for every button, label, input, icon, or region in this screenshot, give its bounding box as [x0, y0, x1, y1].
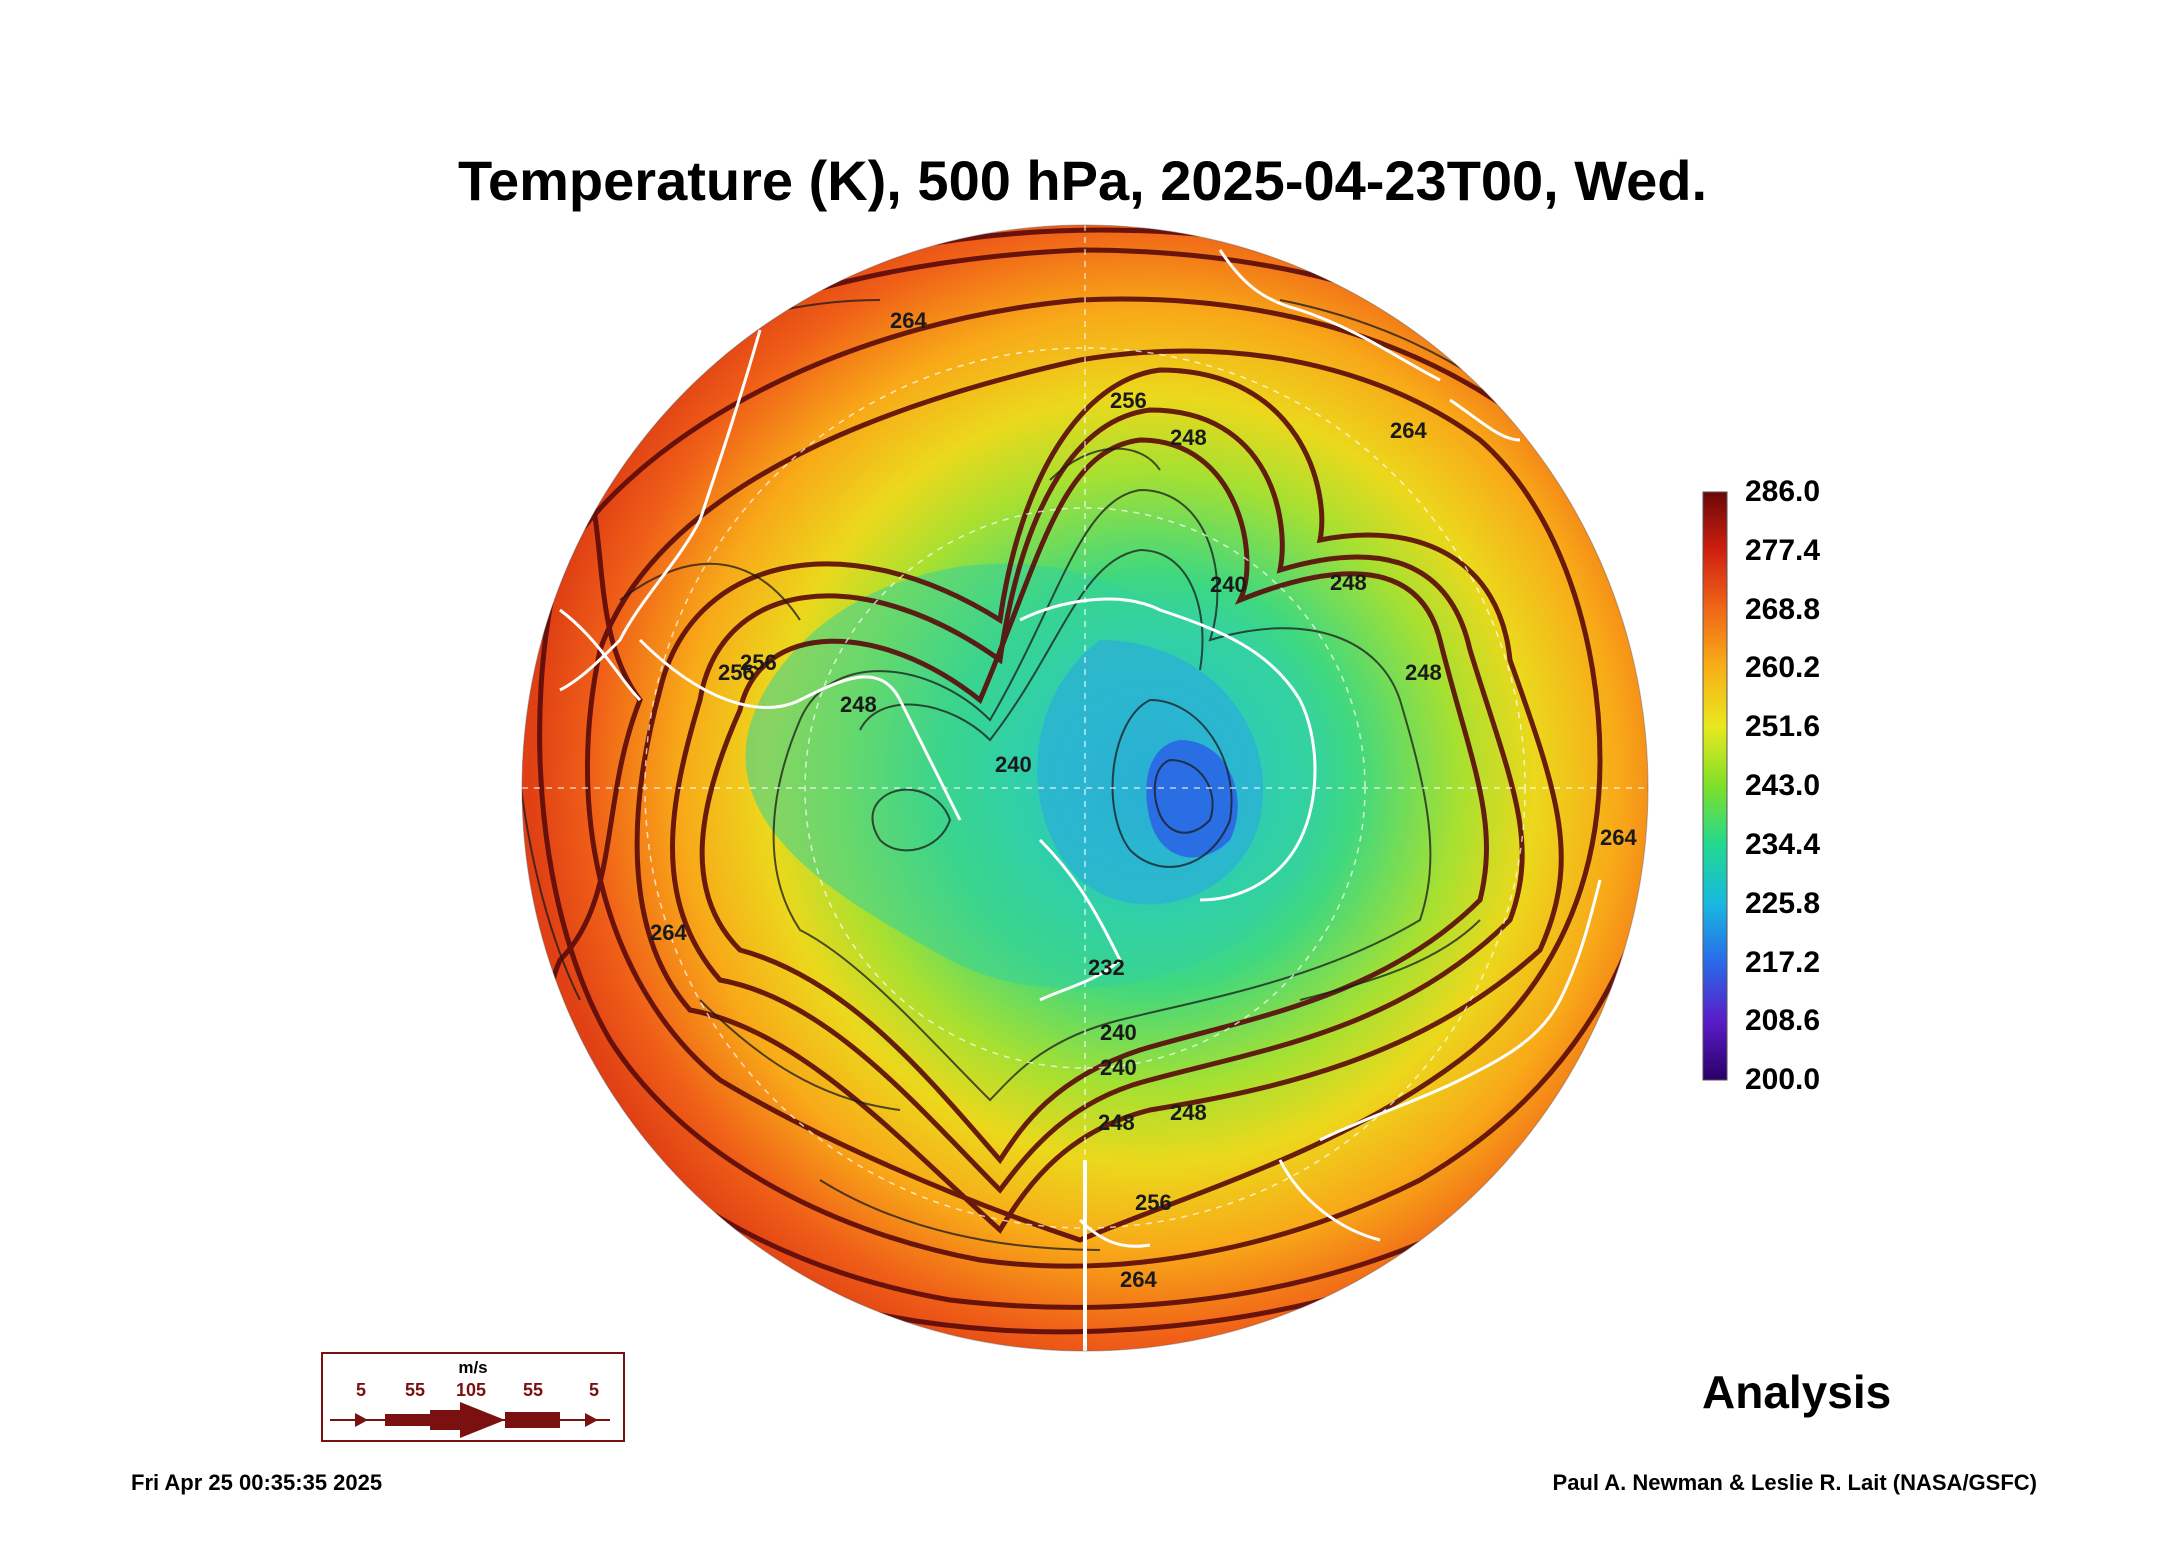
- colorbar: [1702, 491, 1728, 1081]
- colorbar-label: 260.2: [1745, 651, 1821, 684]
- contour-label: 248: [840, 692, 877, 717]
- wind-legend-value: 55: [523, 1380, 544, 1400]
- contour-label: 256: [1110, 388, 1147, 413]
- colorbar-label: 277.4: [1745, 534, 1821, 567]
- colorbar-label: 217.2: [1745, 946, 1821, 979]
- colorbar-label: 200.0: [1745, 1063, 1821, 1096]
- colorbar-label: 234.4: [1745, 828, 1821, 861]
- wind-legend-value: 105: [456, 1380, 487, 1400]
- colorbar-label: 251.6: [1745, 710, 1821, 743]
- coastlines: [559, 249, 1602, 1248]
- wind-legend-arrows: [330, 1402, 610, 1438]
- contour-label: 264: [1390, 418, 1427, 443]
- wind-legend-unit: m/s: [458, 1358, 488, 1377]
- credit-text: Paul A. Newman & Leslie R. Lait (NASA/GS…: [1552, 1470, 2037, 1495]
- contour-label-group: 264 256 248 264 248 240 248 256 248 240 …: [650, 308, 1637, 1292]
- contour-label: 264: [1600, 825, 1637, 850]
- map-edge: [521, 224, 1649, 1352]
- colorbar-label: 208.6: [1745, 1004, 1821, 1037]
- wind-legend-value: 5: [356, 1380, 367, 1400]
- colorbar-label: 268.8: [1745, 593, 1821, 626]
- contour-label: 256: [718, 660, 755, 685]
- contour-label: 240: [995, 752, 1032, 777]
- contour-label: 232: [1088, 955, 1125, 980]
- wind-legend-value: 55: [405, 1380, 426, 1400]
- contour-label: 240: [1100, 1020, 1137, 1045]
- map-title: Temperature (K), 500 hPa, 2025-04-23T00,…: [457, 149, 1708, 212]
- analysis-label: Analysis: [1702, 1366, 1892, 1418]
- wind-legend: m/s 5 55 105 55 5: [321, 1352, 625, 1442]
- contour-label: 248: [1170, 425, 1207, 450]
- contour-label: 248: [1170, 1100, 1207, 1125]
- wind-legend-value: 5: [589, 1380, 600, 1400]
- contour-label: 248: [1330, 570, 1367, 595]
- contour-label: 240: [1210, 572, 1247, 597]
- colorbar-label: 243.0: [1745, 769, 1821, 802]
- contour-label: 256: [740, 650, 777, 675]
- contour-label: 248: [1098, 1110, 1135, 1135]
- colorbar-label: 225.8: [1745, 887, 1821, 920]
- contour-label: 240: [1100, 1055, 1137, 1080]
- temperature-field: [522, 225, 1648, 1351]
- contour-label: 248: [1405, 660, 1442, 685]
- contour-label: 264: [890, 308, 927, 333]
- colorbar-label: 286.0: [1745, 475, 1821, 508]
- contour-label: 256: [1135, 1190, 1172, 1215]
- contour-label: 264: [1120, 1267, 1157, 1292]
- timestamp: Fri Apr 25 00:35:35 2025: [131, 1470, 383, 1495]
- contour-label: 264: [650, 920, 687, 945]
